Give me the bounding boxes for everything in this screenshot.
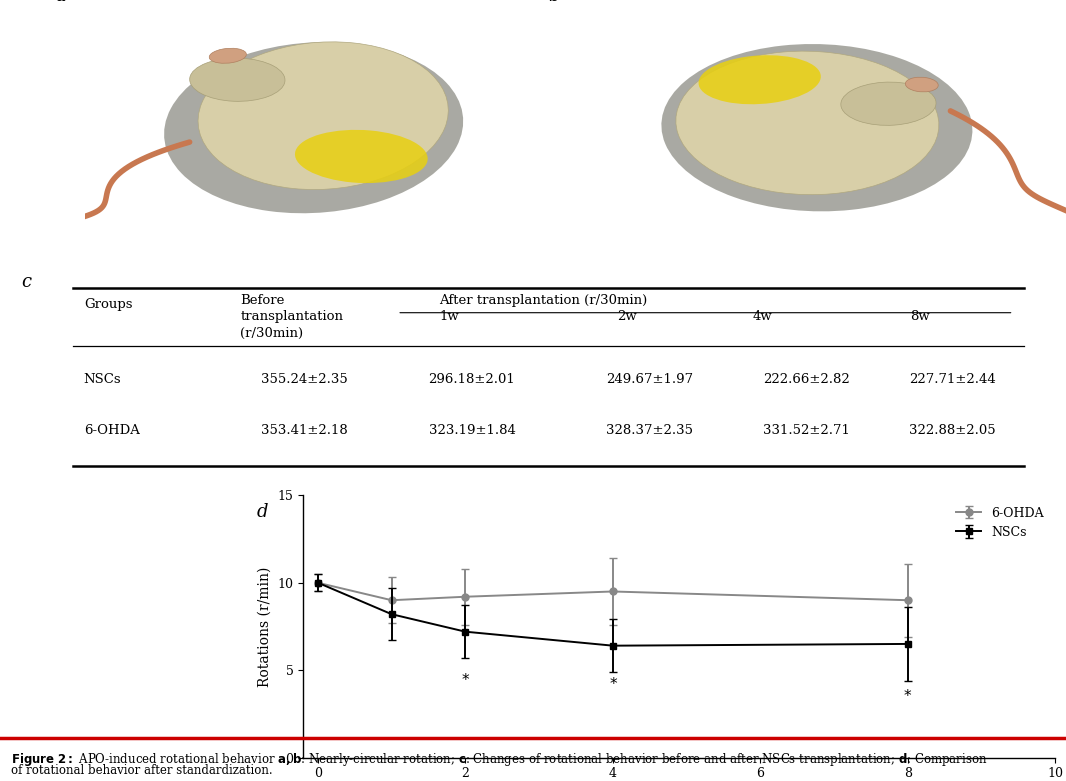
- Text: (r/30min): (r/30min): [241, 327, 304, 341]
- Text: 296.18±2.01: 296.18±2.01: [429, 373, 515, 387]
- Text: 8w: 8w: [909, 310, 930, 323]
- Text: of rotational behavior after standardization.: of rotational behavior after standardiza…: [11, 764, 272, 777]
- Text: 227.71±2.44: 227.71±2.44: [909, 373, 996, 387]
- Text: c: c: [21, 273, 31, 291]
- Text: a: a: [55, 0, 66, 5]
- Text: Before: Before: [241, 294, 285, 307]
- Text: 249.67±1.97: 249.67±1.97: [607, 373, 693, 387]
- Text: 6-OHDA: 6-OHDA: [84, 424, 140, 437]
- Text: 2w: 2w: [617, 310, 636, 323]
- Text: transplantation: transplantation: [241, 310, 343, 323]
- Text: 222.66±2.82: 222.66±2.82: [763, 373, 850, 387]
- Text: d: d: [257, 503, 268, 521]
- Text: *: *: [462, 673, 469, 688]
- Legend: 6-OHDA, NSCs: 6-OHDA, NSCs: [952, 501, 1049, 544]
- Ellipse shape: [698, 55, 821, 104]
- Ellipse shape: [209, 48, 246, 63]
- Ellipse shape: [661, 44, 972, 212]
- Text: 328.37±2.35: 328.37±2.35: [607, 424, 693, 437]
- Ellipse shape: [164, 42, 464, 213]
- Text: *: *: [609, 676, 617, 692]
- Text: Groups: Groups: [84, 298, 132, 311]
- Text: 323.19±1.84: 323.19±1.84: [429, 424, 515, 437]
- Text: 322.88±2.05: 322.88±2.05: [909, 424, 996, 437]
- Ellipse shape: [841, 82, 936, 125]
- Text: *: *: [904, 689, 911, 704]
- Text: 353.41±2.18: 353.41±2.18: [261, 424, 349, 437]
- Text: NSCs: NSCs: [84, 373, 122, 387]
- Y-axis label: Rotations (r/min): Rotations (r/min): [258, 566, 272, 686]
- Text: 1w: 1w: [439, 310, 459, 323]
- Ellipse shape: [676, 51, 939, 194]
- Ellipse shape: [295, 130, 427, 183]
- Ellipse shape: [190, 58, 285, 102]
- Ellipse shape: [198, 42, 449, 190]
- Text: 331.52±2.71: 331.52±2.71: [763, 424, 850, 437]
- Ellipse shape: [905, 77, 938, 92]
- Text: 4w: 4w: [753, 310, 773, 323]
- Text: After transplantation (r/30min): After transplantation (r/30min): [439, 294, 647, 307]
- Text: $\mathbf{Figure\ 2:}$ APO-induced rotational behavior $\mathbf{a,b}$: Nearly-cir: $\mathbf{Figure\ 2:}$ APO-induced rotati…: [11, 751, 987, 769]
- Text: b: b: [548, 0, 560, 5]
- Text: 355.24±2.35: 355.24±2.35: [261, 373, 349, 387]
